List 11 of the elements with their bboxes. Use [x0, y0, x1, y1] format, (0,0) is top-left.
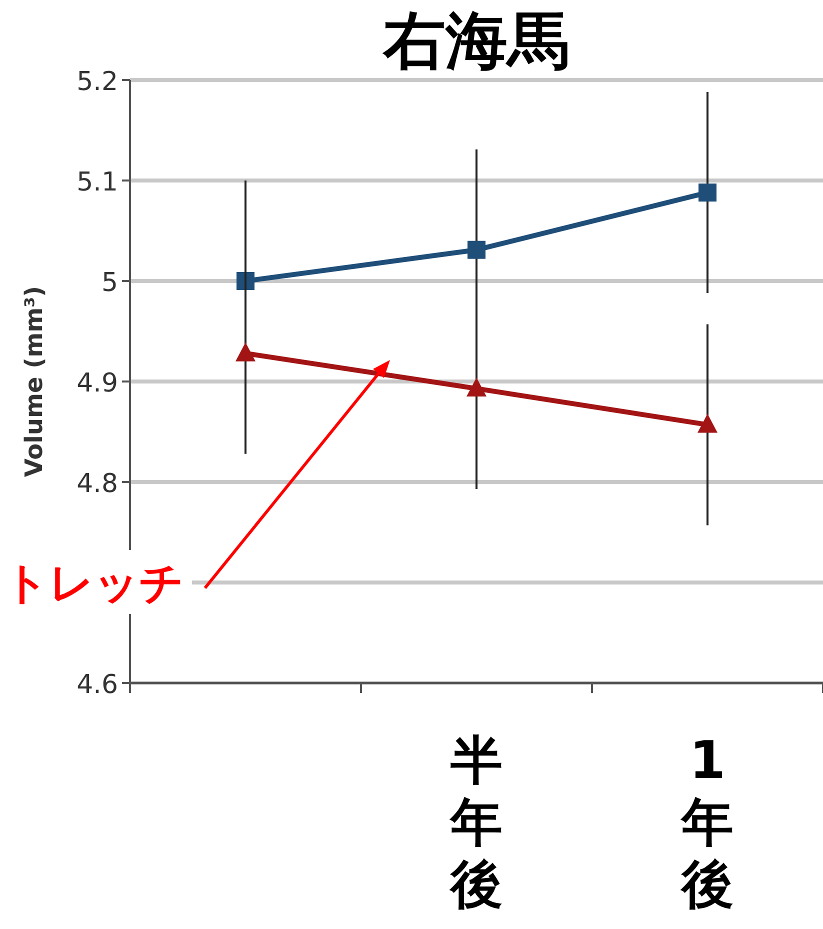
annotation: トレッチ: [4, 558, 184, 609]
y-tick-label: 4.9: [76, 368, 118, 398]
y-tick-label: 4.8: [76, 469, 118, 499]
y-axis-title: Volume (mm³): [20, 286, 48, 478]
y-tick-label: 5: [101, 268, 118, 298]
y-tick-label: 5.2: [76, 67, 118, 97]
y-tick-label: 4.6: [76, 670, 118, 700]
x-tick-label: 半年後: [448, 731, 502, 915]
x-tick-label: 1年後: [680, 731, 734, 915]
y-tick-label: 5.1: [76, 168, 118, 198]
chart-title: 右海馬: [382, 4, 570, 77]
